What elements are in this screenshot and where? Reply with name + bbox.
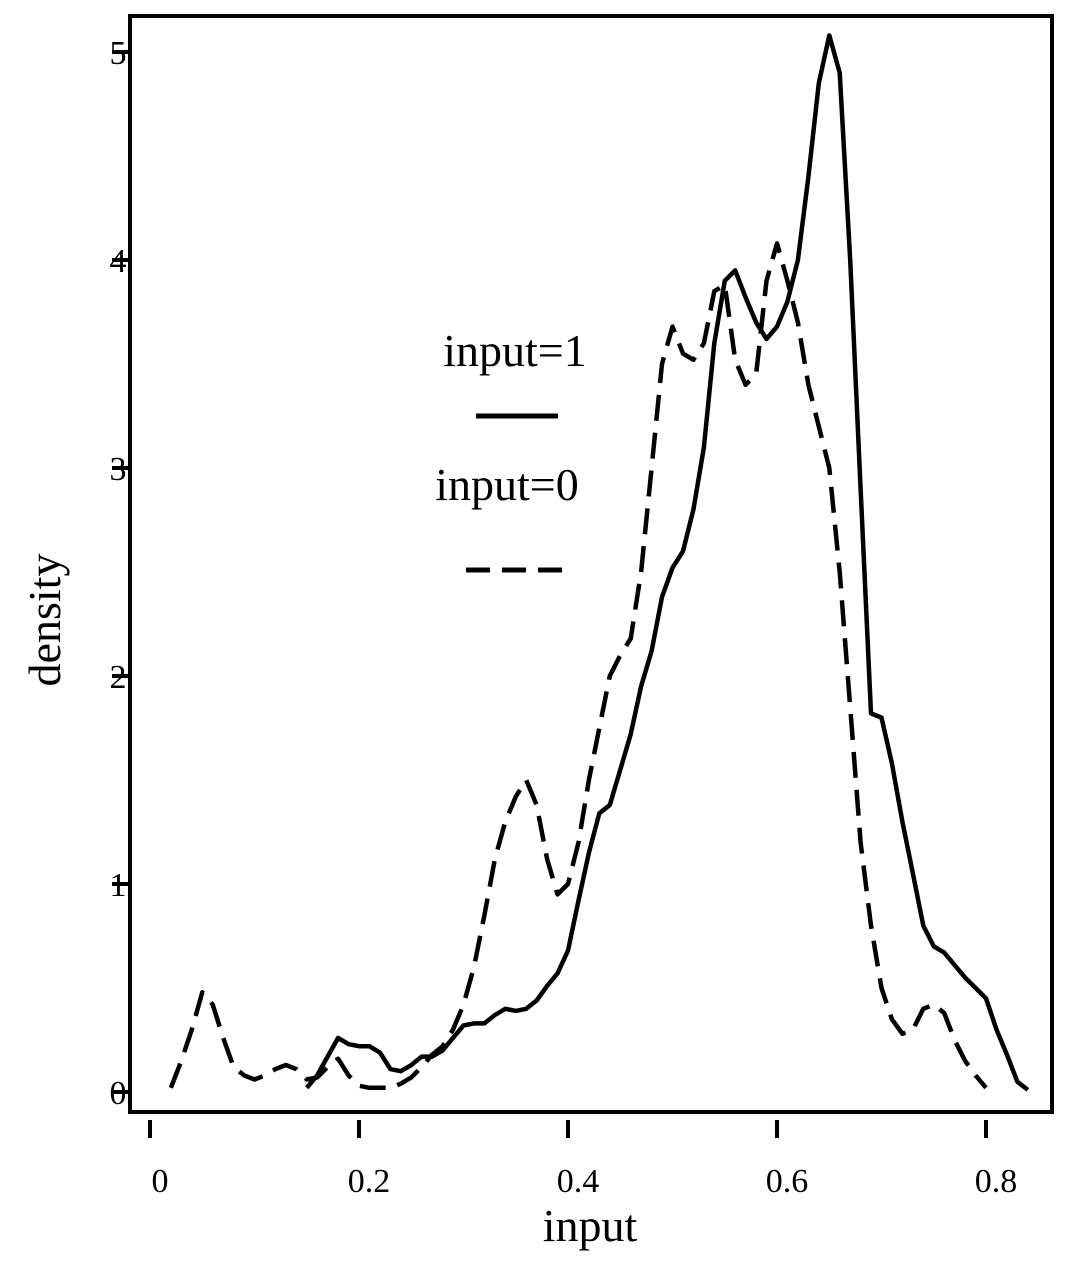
series-line-input-1 [305,33,1030,1092]
series-line-input-0 [168,241,988,1091]
y-axis-label: density [19,554,70,687]
plot-frame [128,14,1054,1114]
x-tick-label: 0.6 [766,1163,809,1200]
x-tick-label: 0.2 [348,1163,391,1200]
x-axis: 0 0.2 0.4 0.6 0.8 [148,1120,1018,1200]
legend: input=1 input=0 [435,325,587,573]
legend-label-input-0: input=0 [435,459,579,510]
y-tick-label: 0 [110,1075,127,1112]
y-tick-label: 4 [110,243,127,280]
x-tick-label: 0.8 [975,1163,1018,1200]
x-axis-label: input [543,1200,638,1251]
y-tick-label: 2 [110,659,127,696]
y-axis: 0 1 2 3 4 5 [110,35,130,1112]
legend-label-input-1: input=1 [443,325,587,376]
y-tick-label: 3 [110,451,127,488]
x-tick-label: 0 [152,1163,169,1200]
y-tick-label: 1 [110,867,127,904]
y-tick-label: 5 [110,35,127,72]
series-layer [168,33,1030,1092]
x-tick-label: 0.4 [557,1163,600,1200]
